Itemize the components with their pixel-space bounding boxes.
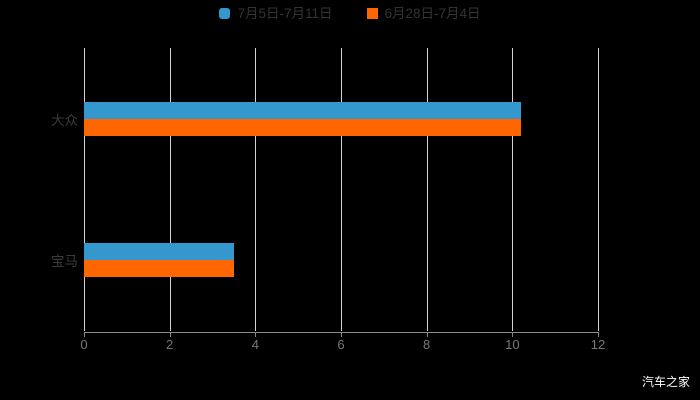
x-axis-tick-1 [169,332,171,337]
legend-item-0[interactable]: 7月5日-7月11日 [219,6,333,21]
bar-0-series-0[interactable] [84,101,521,119]
bar-1-series-1[interactable] [84,260,234,278]
x-axis-tick-6 [598,332,599,337]
legend-marker-circle-blue-icon [219,8,231,20]
legend-item-1[interactable]: 6月28日-7月4日 [366,6,481,21]
category-label-0: 大众 [51,112,78,128]
x-axis-tick-0 [84,332,85,337]
watermark: 汽车之家 [641,375,690,389]
gridline-1 [169,48,171,331]
x-tick-label-3: 6 [337,337,345,352]
gridline-5 [512,48,514,331]
x-axis-tick-2 [255,332,257,337]
x-tick-label-1: 2 [166,337,174,352]
gridline-0 [84,48,85,331]
x-axis-tick-5 [512,332,514,337]
x-axis-tick-3 [341,332,342,337]
gridline-2 [255,48,257,331]
x-tick-label-2: 4 [251,337,259,352]
x-tick-label-5: 10 [505,337,520,352]
legend-item-0-label: 7月5日-7月11日 [237,6,333,21]
plot-area [84,48,599,331]
bar-1-series-0[interactable] [84,243,234,261]
bar-0-series-1[interactable] [84,118,521,136]
legend-marker-square-orange-icon [366,8,378,20]
x-tick-label-4: 8 [423,337,431,352]
legend-item-1-label: 6月28日-7月4日 [384,6,481,21]
gridline-3 [341,48,342,331]
gridline-6 [598,48,599,331]
category-label-1: 宝马 [51,254,78,270]
x-tick-label-6: 12 [590,337,606,352]
x-tick-label-0: 0 [80,337,88,352]
x-axis-tick-4 [426,332,428,337]
chart-legend: 7月5日-7月11日 6月28日-7月4日 [0,7,700,21]
gridline-4 [426,48,428,331]
